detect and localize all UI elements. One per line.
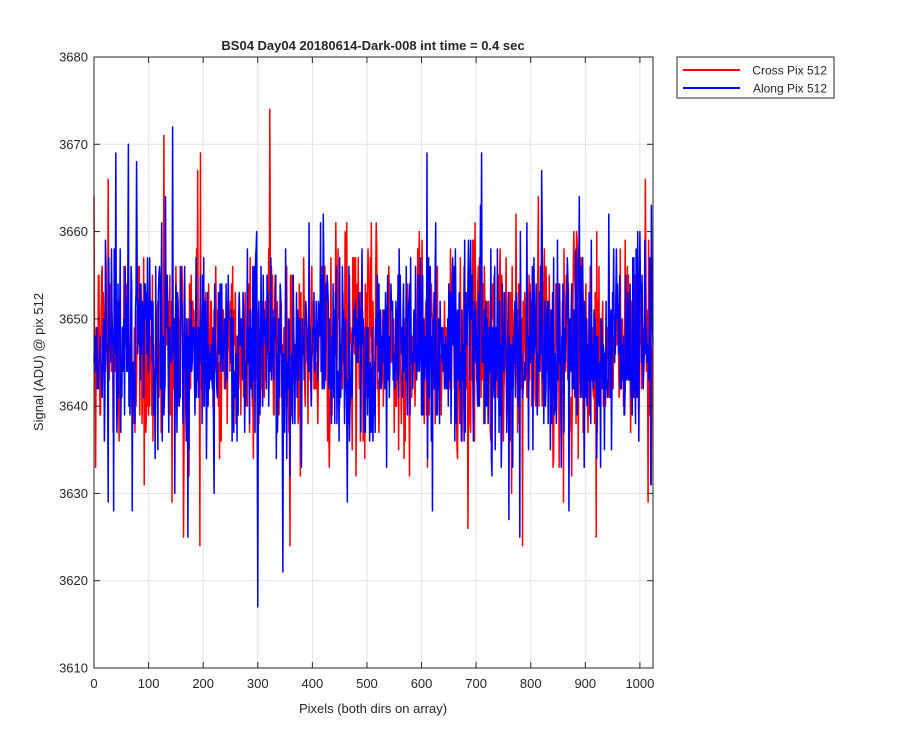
- y-tick-label: 3660: [59, 224, 88, 239]
- axes-box: [93, 56, 654, 669]
- chart-title: BS04 Day04 20180614-Dark-008 int time = …: [221, 38, 524, 53]
- series-line-along-pix: [93, 126, 654, 608]
- y-tick-label: 3680: [59, 50, 88, 65]
- y-tick-label: 3610: [59, 661, 88, 676]
- axes-frame: [93, 56, 654, 669]
- x-tick-label: 700: [465, 676, 487, 691]
- legend-label-along: Along Pix 512: [753, 82, 827, 96]
- y-tick-label: 3640: [59, 399, 88, 414]
- legend: Cross Pix 512 Along Pix 512: [676, 56, 835, 99]
- data-series: [93, 108, 654, 608]
- x-tick-label: 900: [574, 676, 596, 691]
- x-tick-label: 300: [247, 676, 269, 691]
- x-tick-label: 1000: [625, 676, 654, 691]
- x-tick-label: 100: [138, 676, 160, 691]
- legend-box: [676, 56, 835, 99]
- legend-label-cross: Cross Pix 512: [752, 64, 827, 78]
- x-tick-label: 400: [302, 676, 324, 691]
- x-axis-label: Pixels (both dirs on array): [299, 701, 447, 716]
- y-tick-label: 3650: [59, 311, 88, 326]
- x-tick-label: 500: [356, 676, 378, 691]
- y-tick-label: 3630: [59, 486, 88, 501]
- y-tick-label: 3620: [59, 573, 88, 588]
- x-tick-label: 200: [192, 676, 214, 691]
- tick-labels: 0 100 200 300 400 500 600 700 800 900 1000 3610 3620…: [59, 50, 654, 692]
- x-tick-label: 600: [411, 676, 433, 691]
- y-axis-label: Signal (ADU) @ pix 512: [31, 293, 46, 431]
- x-tick-label: 0: [90, 676, 97, 691]
- y-tick-label: 3670: [59, 137, 88, 152]
- x-tick-label: 800: [520, 676, 542, 691]
